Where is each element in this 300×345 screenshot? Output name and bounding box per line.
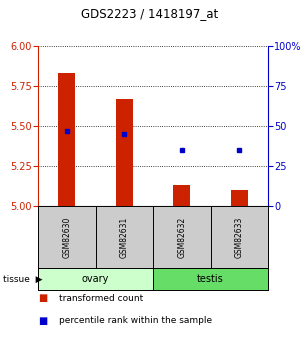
Text: GSM82630: GSM82630 (62, 216, 71, 258)
Text: transformed count: transformed count (59, 294, 143, 303)
Bar (173, 185, 190, 206)
Bar (58, 73, 75, 206)
Text: GSM82633: GSM82633 (235, 216, 244, 258)
Text: ■: ■ (38, 316, 47, 326)
Text: tissue  ▶: tissue ▶ (3, 275, 43, 284)
Text: GDS2223 / 1418197_at: GDS2223 / 1418197_at (81, 7, 219, 20)
Text: percentile rank within the sample: percentile rank within the sample (59, 316, 212, 325)
Text: GSM82632: GSM82632 (177, 216, 186, 258)
Text: GSM82631: GSM82631 (120, 216, 129, 258)
Bar (153, 268, 268, 290)
Text: ■: ■ (38, 294, 47, 304)
Text: ovary: ovary (82, 274, 109, 284)
Bar (231, 190, 248, 206)
Bar (116, 99, 133, 206)
Text: testis: testis (197, 274, 224, 284)
Bar (38, 268, 153, 290)
